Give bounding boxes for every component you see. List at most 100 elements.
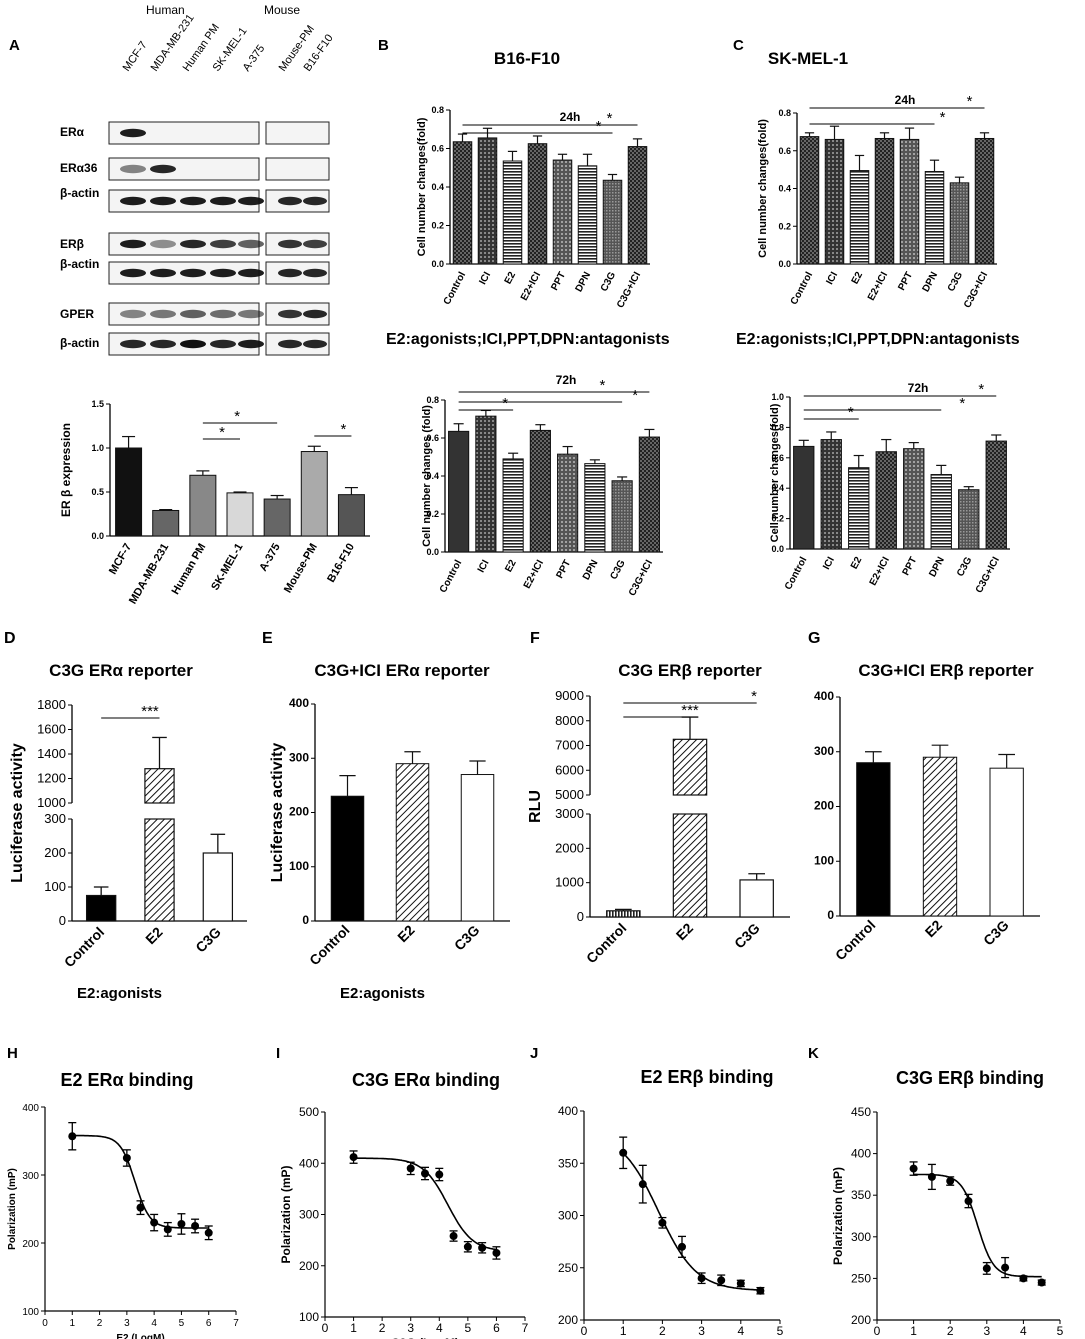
y-tick-label: 1.0 — [91, 443, 104, 453]
significance-mark: * — [234, 408, 240, 425]
wb-band — [180, 239, 206, 249]
y-tick-label: 0.4 — [771, 483, 784, 493]
category-label: E2 — [850, 270, 866, 286]
x-tick-label: 2 — [97, 1318, 103, 1329]
wb-row-label: β-actin — [60, 257, 99, 271]
panel-letter-j: J — [530, 1045, 538, 1062]
bar — [848, 467, 870, 550]
y-tick-label: 300 — [44, 811, 66, 826]
bar — [793, 445, 815, 550]
data-point — [177, 1219, 186, 1228]
y-tick-label: 500 — [299, 1105, 319, 1119]
y-tick-label: 8000 — [555, 713, 584, 728]
y-tick-label: 1600 — [37, 722, 66, 737]
category-label: C3G — [946, 270, 965, 294]
wb-band — [303, 309, 327, 319]
fit-curve — [72, 1134, 209, 1229]
wb-band — [150, 164, 176, 174]
x-tick-label: 4 — [1020, 1324, 1027, 1338]
x-tick-label: 3 — [698, 1324, 705, 1338]
bar — [824, 138, 845, 265]
category-label: Control — [442, 270, 469, 307]
y-tick-label: 1.5 — [91, 399, 104, 409]
y-tick-label: 200 — [558, 1313, 578, 1327]
wb-band — [120, 164, 146, 174]
significance-mark: * — [959, 395, 965, 412]
bar-lower-segment — [672, 813, 708, 918]
bar — [300, 451, 328, 537]
y-tick-label: 300 — [558, 1209, 578, 1223]
y-tick-label: 0.6 — [778, 146, 791, 156]
panel-letter-e: E — [262, 630, 273, 647]
panel-letter-h: H — [7, 1045, 18, 1062]
wb-band — [238, 239, 264, 249]
category-label: Control — [583, 920, 630, 967]
bar — [627, 146, 648, 265]
bar — [874, 137, 895, 265]
x-tick-label: 1 — [620, 1324, 627, 1338]
chart-title: C3G+ICI ERα reporter — [314, 661, 490, 680]
y-tick-label: 250 — [558, 1261, 578, 1275]
chart-F: 0 1000 2000 3000 5000 6000 7000 8000 9000 Control… — [527, 661, 790, 966]
wb-band — [180, 268, 206, 278]
wb-band — [210, 339, 236, 349]
bar — [552, 159, 573, 265]
y-tick-label: 100 — [814, 853, 834, 867]
bar — [849, 170, 870, 265]
data-point — [163, 1225, 172, 1234]
wb-band — [238, 268, 264, 278]
chart-subtitle: 24h — [895, 93, 916, 107]
wb-band — [150, 309, 176, 319]
panel-letter-k: K — [808, 1045, 819, 1062]
category-label: ICI — [476, 558, 492, 575]
wb-band — [150, 196, 176, 206]
bar — [974, 137, 995, 265]
category-label: E2 — [394, 922, 418, 946]
bar — [602, 179, 623, 265]
category-label: C3G+ICI — [962, 270, 990, 310]
y-tick-label: 400 — [558, 1104, 578, 1118]
bar — [903, 448, 925, 550]
y-tick-label: 450 — [851, 1105, 871, 1119]
y-tick-label: 0.0 — [91, 531, 104, 541]
wb-band — [238, 339, 264, 349]
significance-mark: * — [940, 109, 946, 126]
category-label: Mouse-PM — [282, 542, 320, 596]
y-tick-label: 0.2 — [431, 221, 444, 231]
x-tick-label: 5 — [777, 1324, 784, 1338]
chart-title: E2 ERα binding — [60, 1070, 193, 1090]
y-axis-label: Cell number changes(fold) — [416, 117, 428, 256]
category-label: DPN — [921, 270, 941, 294]
y-tick-label: 0.4 — [778, 184, 791, 194]
chart-H: 0 1 2 3 4 5 6 7 100 200 300 400 E2 ERα binding E2 (Lo… — [7, 1070, 239, 1339]
note-panel-e: E2:agonists — [340, 985, 425, 1002]
bar — [899, 138, 920, 265]
wb-band — [210, 196, 236, 206]
bar — [577, 165, 598, 265]
wb-band — [120, 128, 146, 138]
significance-mark: * — [219, 424, 225, 441]
y-axis-label: Luciferase activity — [269, 743, 286, 883]
wb-band — [238, 196, 264, 206]
data-point — [449, 1232, 458, 1241]
chart-subtitle: 72h — [556, 373, 577, 387]
data-point — [982, 1264, 991, 1273]
y-axis-label: Polarization (mP) — [279, 1165, 293, 1263]
data-point — [927, 1172, 936, 1181]
x-tick-label: 2 — [379, 1321, 386, 1335]
wb-band — [303, 268, 327, 278]
note-row1-b: E2:agonists;ICI,PPT,DPN:antagonists — [386, 331, 670, 348]
wb-strip-human — [108, 157, 260, 181]
bar — [672, 738, 708, 796]
x-tick-label: 2 — [659, 1324, 666, 1338]
y-tick-label: 6000 — [555, 762, 584, 777]
x-tick-label: 6 — [206, 1318, 212, 1329]
chart-title: C3G ERα reporter — [49, 661, 193, 680]
category-label: E2+ICI — [868, 555, 892, 588]
wb-band — [278, 239, 302, 249]
chart-I: 0 1 2 3 4 5 6 7 100 200 300 400 500 C3G ERα binding C3… — [279, 1070, 529, 1339]
significance-mark: * — [632, 387, 638, 404]
